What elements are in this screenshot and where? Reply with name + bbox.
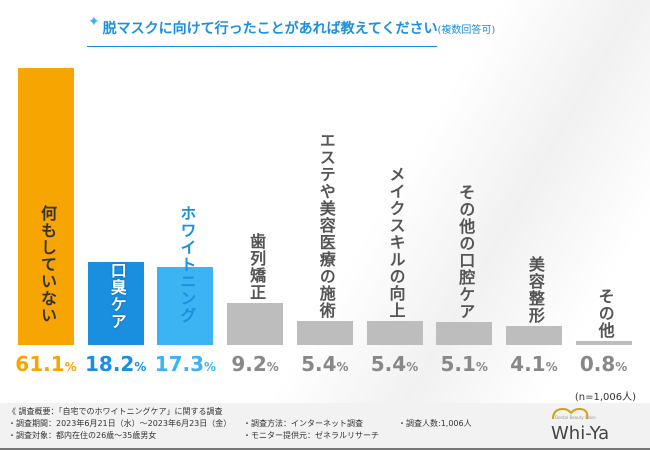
bar-0 <box>18 68 74 345</box>
survey-period: ・調査期間：2023年6月21日（水）～2023年6月23日（金） <box>8 419 232 428</box>
category-label: 歯列矯正 <box>247 233 267 302</box>
category-label: その他の口腔ケア <box>456 183 476 320</box>
category-label: 口臭ケア <box>107 262 127 330</box>
bar-3 <box>227 303 284 345</box>
value-label: 61.1% <box>15 352 77 376</box>
survey-count: ・調査人数:1,006人 <box>398 419 472 428</box>
bar-7 <box>505 326 562 345</box>
bar-8 <box>575 341 632 345</box>
value-label: 17.3% <box>154 352 217 376</box>
chart-title: 脱マスクに向けて行ったことがあれば教えてください(複数回答可) <box>88 18 496 38</box>
sparkle-icon: ✦ <box>88 14 100 30</box>
category-label: 美容整形 <box>525 256 545 325</box>
category-label: エステや美容医療の施術 <box>316 131 336 319</box>
survey-footer: 《 調査概要：「自宅でのホワイトニングケア」に関する調査 ・調査期間：2023年… <box>0 403 650 450</box>
title-text: 脱マスクに向けて行ったことがあれば教えてください <box>102 21 438 37</box>
survey-target: ・調査対象：都内在住の26歳～35歳男女 <box>8 431 157 440</box>
bar-chart: 何もしていない 61.1% 口臭ケア 18.2% ホワイトニング 17.3% 歯列矯正 9.2… <box>15 68 632 376</box>
category-label: メイクスキルの向上 <box>386 165 406 319</box>
value-label: 9.2% <box>231 352 279 376</box>
value-label: 18.2% <box>84 352 147 376</box>
category-label: 何もしていない <box>38 205 57 324</box>
whiya-logo: Dental Beauty Salon Whi-Ya <box>541 405 636 445</box>
survey-method: ・調査方法：インターネット調査 <box>243 419 363 428</box>
bar-2 <box>157 266 214 345</box>
value-label: 0.8% <box>579 352 628 376</box>
survey-provider: ・モニター提供元：ゼネラルリサーチ <box>243 431 379 440</box>
logo-text: Whi-Ya <box>551 423 610 444</box>
survey-overview: 《 調査概要：「自宅でのホワイトニングケア」に関する調査 <box>8 407 223 416</box>
category-label: ホワイトニング <box>177 205 197 324</box>
tooth-icon <box>552 407 589 420</box>
value-label: 5.1% <box>440 352 488 376</box>
bar-4 <box>296 320 353 345</box>
bar-6 <box>436 321 493 345</box>
logo-sub: Dental Beauty Salon <box>555 415 596 420</box>
value-label: 4.1% <box>510 352 558 376</box>
category-label: その他 <box>595 288 615 340</box>
sample-size-note: (n=1,006人) <box>574 392 636 403</box>
value-label: 5.4% <box>370 352 419 376</box>
bar-1 <box>87 262 144 345</box>
title-underline <box>87 46 437 47</box>
value-label: 5.4% <box>301 352 349 376</box>
subtitle: (複数回答可) <box>437 25 496 36</box>
bar-5 <box>366 320 423 345</box>
